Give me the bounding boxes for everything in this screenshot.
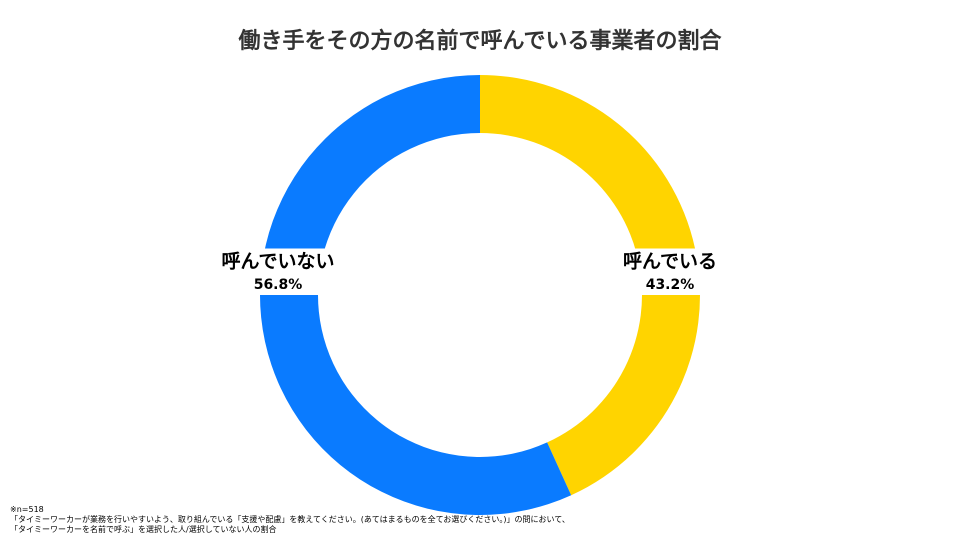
value-label: 43.2% (646, 277, 695, 293)
slice-label: 呼んでいる (623, 251, 717, 273)
slice-label: 呼んでいない (221, 251, 334, 273)
donut-slice (259, 75, 572, 516)
footnote: 「タイミーワーカーを名前で呼ぶ」を選択した人/選択していない人の割合 (10, 524, 276, 534)
label-background (618, 248, 722, 295)
label-background (217, 248, 339, 295)
chart-title: 働き手をその方の名前で呼んでいる事業者の割合 (238, 28, 723, 54)
value-label: 56.8% (254, 277, 303, 293)
footnote: 「タイミーワーカーが業務を行いやすいよう、取り組んでいる「支援や配慮」を教えてく… (10, 514, 570, 524)
donut-slice (480, 75, 700, 496)
footnote: ※n=518 (10, 505, 44, 514)
footnotes: ※n=518「タイミーワーカーが業務を行いやすいよう、取り組んでいる「支援や配慮… (10, 505, 570, 534)
